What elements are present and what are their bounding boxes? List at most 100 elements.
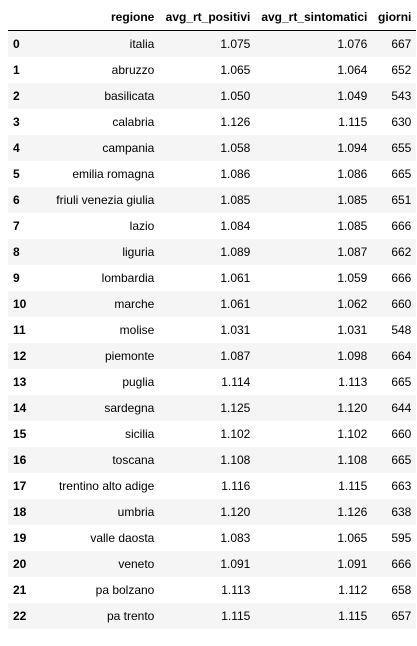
cell-regione: liguria	[122, 245, 155, 259]
table-row: 7 lazio 1.084 1.085 666	[8, 213, 417, 239]
cell-avg-rt-sintomatici: 1.064	[337, 63, 368, 77]
cell-giorni: 666	[391, 219, 412, 233]
cell-regione: abruzzo	[111, 63, 155, 77]
row-index: 16	[13, 453, 27, 467]
cell-regione: piemonte	[104, 349, 155, 363]
table-row: 17 trentino alto adige 1.116 1.115 663	[8, 473, 417, 499]
column-header-avg-rt-positivi: avg_rt_positivi	[159, 4, 256, 31]
cell-giorni: 657	[391, 609, 412, 623]
cell-avg-rt-positivi: 1.115	[221, 609, 251, 623]
cell-avg-rt-positivi: 1.089	[220, 245, 251, 259]
cell-avg-rt-sintomatici: 1.091	[337, 557, 368, 571]
table-row: 14 sardegna 1.125 1.120 644	[8, 395, 417, 421]
cell-avg-rt-sintomatici: 1.098	[337, 349, 368, 363]
table-row: 15 sicilia 1.102 1.102 660	[8, 421, 417, 447]
row-index: 14	[13, 401, 27, 415]
cell-avg-rt-positivi: 1.114	[221, 375, 251, 389]
column-header-regione: regione	[31, 4, 160, 31]
cell-avg-rt-sintomatici: 1.065	[337, 531, 368, 545]
row-index: 7	[13, 219, 20, 233]
cell-regione: basilicata	[104, 89, 155, 103]
cell-avg-rt-sintomatici: 1.087	[337, 245, 368, 259]
cell-regione: molise	[119, 323, 155, 337]
column-header-avg-rt-sintomatici: avg_rt_sintomatici	[255, 4, 373, 31]
cell-giorni: 595	[391, 531, 412, 545]
row-index: 8	[13, 245, 20, 259]
cell-regione: italia	[129, 37, 155, 51]
table-row: 22 pa trento 1.115 1.115 657	[8, 603, 417, 629]
table-row: 12 piemonte 1.087 1.098 664	[8, 343, 417, 369]
row-index: 0	[13, 37, 20, 51]
row-index: 1	[13, 63, 20, 77]
table-row: 13 puglia 1.114 1.113 665	[8, 369, 417, 395]
column-header-index	[8, 4, 32, 31]
cell-avg-rt-sintomatici: 1.086	[337, 167, 368, 181]
cell-avg-rt-positivi: 1.087	[220, 349, 251, 363]
cell-avg-rt-sintomatici: 1.062	[337, 297, 368, 311]
row-index: 13	[13, 375, 27, 389]
table-row: 16 toscana 1.108 1.108 665	[8, 447, 417, 473]
cell-avg-rt-positivi: 1.091	[220, 557, 251, 571]
cell-avg-rt-sintomatici: 1.112	[338, 583, 368, 597]
cell-regione: emilia romagna	[72, 167, 155, 181]
cell-avg-rt-positivi: 1.113	[221, 583, 251, 597]
table-row: 4 campania 1.058 1.094 655	[8, 135, 417, 161]
cell-giorni: 666	[391, 271, 412, 285]
row-index: 22	[13, 609, 27, 623]
row-index: 3	[13, 115, 20, 129]
row-index: 19	[13, 531, 27, 545]
row-index: 9	[13, 271, 20, 285]
cell-regione: sardegna	[104, 401, 155, 415]
cell-giorni: 638	[391, 505, 412, 519]
cell-giorni: 667	[391, 37, 412, 51]
table-row: 2 basilicata 1.050 1.049 543	[8, 83, 417, 109]
column-header-giorni: giorni	[372, 4, 417, 31]
cell-avg-rt-positivi: 1.126	[220, 115, 251, 129]
cell-avg-rt-positivi: 1.084	[220, 219, 251, 233]
row-index: 6	[13, 193, 20, 207]
cell-avg-rt-positivi: 1.031	[220, 323, 251, 337]
header-row: regione avg_rt_positivi avg_rt_sintomati…	[8, 4, 417, 31]
cell-avg-rt-positivi: 1.050	[220, 89, 251, 103]
table-row: 1 abruzzo 1.065 1.064 652	[8, 57, 417, 83]
cell-regione: campania	[102, 141, 155, 155]
cell-avg-rt-positivi: 1.075	[220, 37, 251, 51]
cell-giorni: 660	[391, 297, 412, 311]
cell-avg-rt-sintomatici: 1.120	[337, 401, 368, 415]
cell-regione: trentino alto adige	[58, 479, 155, 493]
cell-avg-rt-sintomatici: 1.031	[337, 323, 368, 337]
table-row: 21 pa bolzano 1.113 1.112 658	[8, 577, 417, 603]
cell-giorni: 658	[391, 583, 412, 597]
cell-regione: lazio	[129, 219, 155, 233]
dataframe-table: regione avg_rt_positivi avg_rt_sintomati…	[8, 4, 417, 629]
cell-regione: umbria	[117, 505, 155, 519]
cell-avg-rt-positivi: 1.120	[220, 505, 251, 519]
cell-giorni: 644	[391, 401, 412, 415]
row-index: 18	[13, 505, 27, 519]
cell-regione: marche	[114, 297, 155, 311]
cell-giorni: 665	[391, 167, 412, 181]
table-row: 5 emilia romagna 1.086 1.086 665	[8, 161, 417, 187]
cell-giorni: 543	[391, 89, 412, 103]
row-index: 10	[13, 297, 27, 311]
cell-giorni: 665	[391, 453, 412, 467]
cell-regione: veneto	[118, 557, 155, 571]
cell-regione: sicilia	[125, 427, 155, 441]
cell-avg-rt-sintomatici: 1.085	[337, 219, 368, 233]
cell-avg-rt-positivi: 1.061	[220, 297, 251, 311]
cell-avg-rt-sintomatici: 1.059	[337, 271, 368, 285]
cell-giorni: 662	[391, 245, 412, 259]
table-row: 18 umbria 1.120 1.126 638	[8, 499, 417, 525]
cell-avg-rt-positivi: 1.125	[220, 401, 251, 415]
row-index: 17	[13, 479, 27, 493]
cell-avg-rt-sintomatici: 1.115	[338, 115, 368, 129]
cell-avg-rt-sintomatici: 1.085	[337, 193, 368, 207]
cell-avg-rt-positivi: 1.083	[220, 531, 251, 545]
cell-giorni: 665	[391, 375, 412, 389]
cell-giorni: 548	[391, 323, 412, 337]
cell-regione: valle daosta	[90, 531, 155, 545]
cell-giorni: 630	[391, 115, 412, 129]
cell-avg-rt-positivi: 1.108	[220, 453, 251, 467]
table-row: 19 valle daosta 1.083 1.065 595	[8, 525, 417, 551]
table-row: 10 marche 1.061 1.062 660	[8, 291, 417, 317]
